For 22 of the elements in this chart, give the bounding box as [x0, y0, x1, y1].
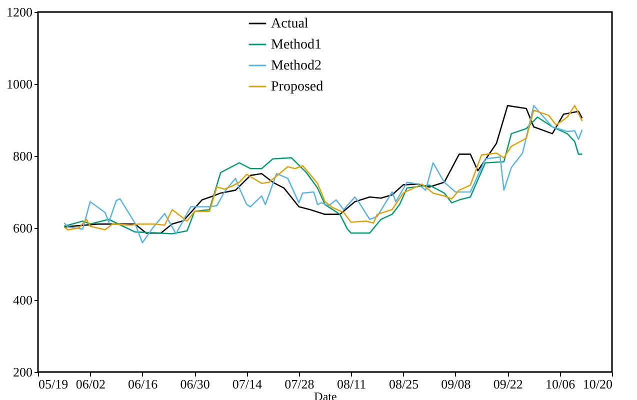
y-tick-label: 1000: [6, 76, 32, 92]
x-tick-label: 06/30: [180, 376, 210, 392]
y-tick-label: 1200: [6, 4, 32, 20]
x-tick-label: 06/16: [128, 376, 158, 392]
x-tick-label: 05/19: [38, 376, 68, 392]
legend-label: Actual: [271, 16, 308, 32]
x-tick-label: 10/20: [582, 376, 612, 392]
x-tick-label: 09/22: [493, 376, 523, 392]
x-tick-label: 07/14: [232, 376, 263, 392]
x-tick-label: 09/08: [441, 376, 471, 392]
y-tick-label: 200: [13, 364, 32, 380]
x-tick-label: 08/11: [337, 376, 366, 392]
x-tick-label: 06/02: [76, 376, 106, 392]
legend-label: Method2: [271, 58, 322, 74]
y-tick-label: 800: [13, 148, 32, 164]
legend-label: Proposed: [271, 80, 324, 94]
x-tick-label: 10/06: [546, 376, 576, 392]
x-tick-label: 07/28: [284, 376, 314, 392]
x-tick-label: 08/25: [388, 376, 419, 392]
y-tick-label: 600: [13, 220, 32, 236]
legend-label: Method1: [271, 38, 322, 52]
y-tick-label: 400: [13, 292, 32, 308]
